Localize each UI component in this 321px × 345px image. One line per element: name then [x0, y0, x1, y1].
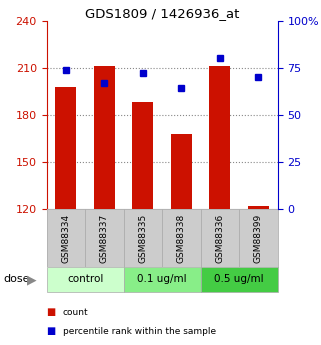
Text: GSM88334: GSM88334	[61, 214, 70, 263]
Bar	[85, 209, 124, 267]
Bar	[94, 66, 115, 209]
Text: control: control	[67, 275, 103, 284]
Bar	[47, 267, 124, 292]
Bar	[201, 209, 239, 267]
Bar	[239, 209, 278, 267]
Title: GDS1809 / 1426936_at: GDS1809 / 1426936_at	[85, 7, 239, 20]
Bar	[132, 102, 153, 209]
Text: GSM88399: GSM88399	[254, 214, 263, 263]
Bar	[124, 209, 162, 267]
Text: GSM88337: GSM88337	[100, 214, 109, 263]
Bar	[209, 66, 230, 209]
Text: percentile rank within the sample: percentile rank within the sample	[63, 327, 216, 336]
Text: GSM88338: GSM88338	[177, 214, 186, 263]
Bar	[47, 209, 85, 267]
Text: 0.5 ug/ml: 0.5 ug/ml	[214, 275, 264, 284]
Bar	[201, 267, 278, 292]
Text: GSM88335: GSM88335	[138, 214, 147, 263]
Text: ▶: ▶	[27, 273, 37, 286]
Bar	[124, 267, 201, 292]
Text: count: count	[63, 308, 88, 317]
Text: ■: ■	[47, 307, 56, 317]
Text: dose: dose	[3, 275, 30, 284]
Bar	[162, 209, 201, 267]
Text: 0.1 ug/ml: 0.1 ug/ml	[137, 275, 187, 284]
Bar	[248, 206, 269, 209]
Bar	[55, 87, 76, 209]
Bar	[171, 134, 192, 209]
Text: GSM88336: GSM88336	[215, 214, 224, 263]
Text: ■: ■	[47, 326, 56, 336]
